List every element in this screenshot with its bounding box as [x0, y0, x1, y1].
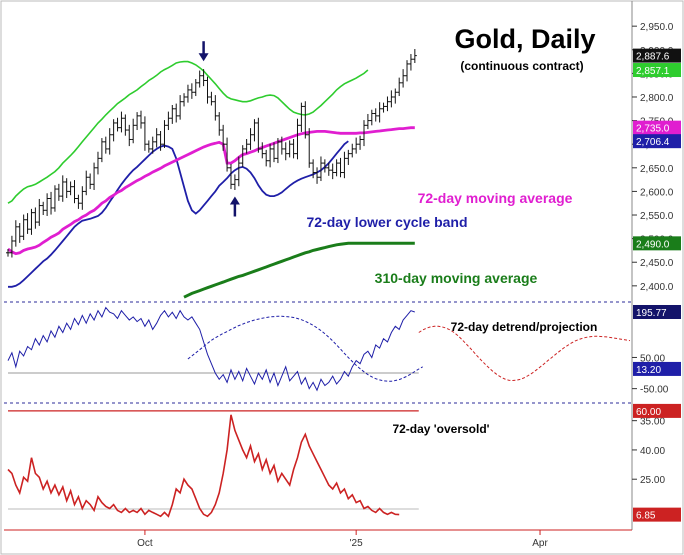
- badge-upper-band-text: 2,857.1: [636, 66, 670, 77]
- badge-last-price-text: 2,887.6: [636, 52, 670, 63]
- upper-cycle-band-line: [7, 60, 369, 204]
- badge-lower-band-box: [633, 134, 681, 149]
- axis-value-badges: 2,887.6 2,857.1 2,735.0 2,706.4 2,490.0 195.7…: [633, 48, 681, 522]
- lower-cycle-band-line: [8, 140, 349, 288]
- detrend-tick-label: 50.00: [640, 353, 665, 364]
- x-tick-label: '25: [350, 538, 363, 549]
- ma-72-day-line: [7, 126, 415, 256]
- price-tick-label: 2,950.0: [640, 22, 674, 33]
- badge-oversold-last-text: 6.85: [636, 511, 656, 522]
- price-tick-label: 2,450.0: [640, 258, 674, 269]
- price-tick-label: 2,400.0: [640, 282, 674, 293]
- badge-ma-310-text: 2,490.0: [636, 239, 670, 250]
- badge-ma-310-box: [633, 236, 681, 251]
- detrend-panel: [7, 306, 631, 392]
- badge-detrend-last-text: 195.77: [636, 308, 667, 319]
- x-tick-label: Oct: [137, 538, 153, 549]
- price-tick-label: 2,600.0: [640, 187, 674, 198]
- badge-oversold-threshold-text: 60.00: [636, 407, 661, 418]
- x-tick-label: Apr: [532, 538, 548, 549]
- badge-oversold-threshold-box: [633, 403, 681, 418]
- price-tick-label: 2,550.0: [640, 211, 674, 222]
- price-tick-label: 2,650.0: [640, 164, 674, 175]
- chart-title: Gold, Daily: [454, 24, 595, 54]
- price-tick-label: 2,800.0: [640, 93, 674, 104]
- badge-oversold-last-box: [633, 507, 681, 522]
- oversold-panel: [7, 414, 400, 518]
- label-detrend: 72-day detrend/projection: [451, 320, 598, 334]
- oversold-line: [7, 414, 400, 518]
- badge-last-price-box: [633, 48, 681, 63]
- detrend-axis-ticks: 50.00 -50.00: [8, 353, 669, 396]
- label-oversold: 72-day 'oversold': [392, 422, 489, 436]
- badge-ma-72-text: 2,735.0: [636, 124, 670, 135]
- oversold-tick-label: 40.00: [640, 446, 665, 457]
- badge-detrend-last-box: [633, 304, 681, 319]
- detrend-tick-label: -50.00: [640, 385, 669, 396]
- oversold-tick-label: 25.00: [640, 475, 665, 486]
- detrend-projection-line: [418, 325, 631, 382]
- down-arrow-head: [198, 53, 209, 62]
- label-72-day-lower-band: 72-day lower cycle band: [306, 214, 467, 230]
- label-72-day-ma: 72-day moving average: [418, 190, 573, 206]
- detrend-oscillator-line: [7, 306, 415, 392]
- up-arrow-head: [229, 196, 240, 205]
- price-panel: [6, 41, 417, 299]
- ma-310-day-line: [183, 241, 415, 299]
- badge-detrend-projection-text: 13.20: [636, 365, 661, 376]
- panel-separators: [4, 301, 632, 404]
- badge-lower-band-text: 2,706.4: [636, 137, 670, 148]
- badge-detrend-projection-box: [633, 361, 681, 376]
- chart-subtitle: (continuous contract): [460, 59, 583, 73]
- badge-ma-72-box: [633, 120, 681, 135]
- oversold-tick-label: 35.00: [640, 417, 665, 428]
- x-axis-ticks: Oct '25 Apr: [137, 530, 548, 549]
- label-310-day-ma: 310-day moving average: [375, 270, 538, 286]
- badge-upper-band-box: [633, 63, 681, 78]
